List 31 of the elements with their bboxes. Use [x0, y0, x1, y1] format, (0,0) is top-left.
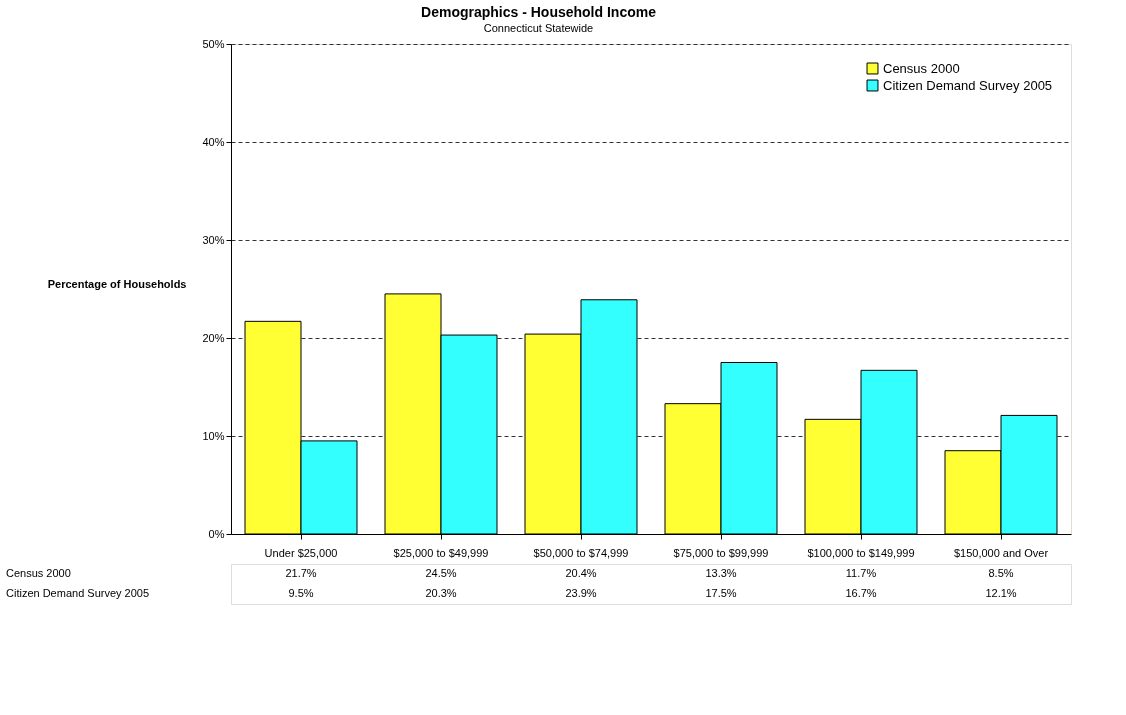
chart-subtitle: Connecticut Statewide	[483, 21, 594, 34]
y-tick-label: 0%	[208, 527, 225, 540]
x-tick-label: $25,000 to $49,999	[393, 546, 489, 559]
data-label: 8.5%	[988, 567, 1014, 579]
y-tick-label: 50%	[202, 37, 225, 50]
y-tick-label: 20%	[202, 331, 225, 344]
y-tick-label: 30%	[202, 233, 225, 246]
data-label: 12.1%	[985, 587, 1017, 599]
legend-label: Census 2000	[883, 60, 960, 76]
x-tick-label: $75,000 to $99,999	[673, 546, 769, 559]
data-label: 20.3%	[425, 587, 457, 599]
y-tick-label: 40%	[202, 135, 225, 148]
data-label: 11.7%	[845, 567, 877, 579]
data-label: 16.7%	[845, 587, 877, 599]
text: Citizen Demand Survey 2005	[6, 587, 150, 599]
data-label: 20.4%	[565, 567, 597, 579]
y-axis-title: Percentage of Households	[47, 277, 187, 290]
data-label: 9.5%	[288, 587, 314, 599]
legend-label: Citizen Demand Survey 2005	[883, 77, 1053, 93]
x-tick-label: $150,000 and Over	[953, 546, 1049, 559]
x-tick-label: $100,000 to $149,999	[807, 546, 915, 559]
x-tick-label: Under $25,000	[264, 546, 338, 559]
data-label: 24.5%	[425, 567, 457, 579]
data-label: 23.9%	[565, 587, 597, 599]
text: Census 2000	[6, 567, 71, 579]
data-label: 17.5%	[705, 587, 737, 599]
y-tick-label: 10%	[202, 429, 225, 442]
data-label: 21.7%	[285, 567, 317, 579]
chart-title: Demographics - Household Income	[421, 3, 657, 20]
data-label: 13.3%	[705, 567, 737, 579]
x-tick-label: $50,000 to $74,999	[533, 546, 629, 559]
